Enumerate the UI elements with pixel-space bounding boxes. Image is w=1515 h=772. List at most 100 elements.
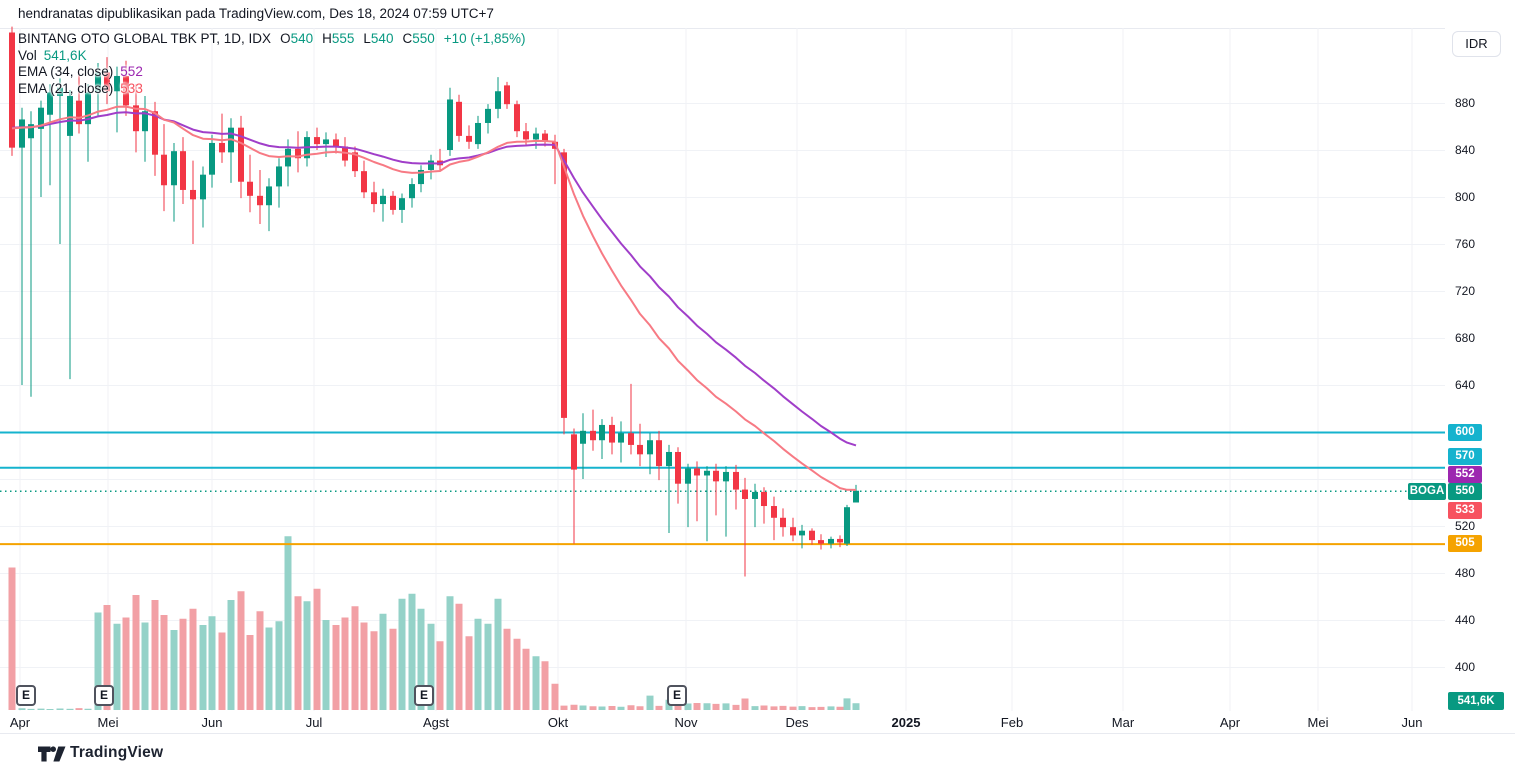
candle-body bbox=[447, 99, 453, 150]
candle-body bbox=[590, 430, 596, 441]
volume-bar bbox=[37, 708, 45, 710]
price-tick-label: 880 bbox=[1455, 96, 1476, 110]
volume-bar bbox=[712, 703, 720, 710]
candle-body bbox=[238, 127, 244, 182]
volume-bar bbox=[541, 661, 549, 710]
ema-34-line bbox=[11, 111, 857, 447]
volume-bar bbox=[703, 703, 711, 710]
candle-body bbox=[713, 470, 719, 482]
volume-bar bbox=[560, 705, 568, 710]
candle-body bbox=[761, 491, 767, 507]
candle-body bbox=[723, 471, 729, 482]
month-label-Apr[interactable]: Apr bbox=[9, 715, 31, 730]
candle-body bbox=[647, 440, 653, 455]
month-label-Jun[interactable]: Jun bbox=[201, 715, 223, 730]
volume-bar bbox=[75, 708, 83, 710]
candle-body bbox=[542, 133, 548, 142]
ema21-value: 533 bbox=[120, 80, 143, 96]
volume-bar bbox=[332, 625, 340, 710]
currency-button[interactable]: IDR bbox=[1452, 31, 1501, 57]
earnings-marker[interactable]: E bbox=[414, 685, 434, 706]
legend-volume-row[interactable]: Vol 541,6K bbox=[18, 48, 526, 65]
candle-body bbox=[67, 95, 73, 136]
candle-body bbox=[323, 139, 329, 145]
volume-bar bbox=[693, 703, 701, 710]
candle-body bbox=[9, 32, 15, 148]
volume-bar bbox=[103, 605, 111, 710]
price-tick-label: 400 bbox=[1455, 660, 1476, 674]
earnings-marker[interactable]: E bbox=[94, 685, 114, 706]
volume-bar bbox=[627, 705, 635, 710]
volume-bar bbox=[370, 631, 378, 710]
candle-body bbox=[809, 530, 815, 541]
month-label-Agst[interactable]: Agst bbox=[422, 715, 450, 730]
ohlc-field-label: C bbox=[402, 31, 413, 46]
candle-body bbox=[428, 160, 434, 170]
price-axis[interactable]: 880 840 800 760 720 680 640 520 480 440 400 600 570 5… bbox=[1408, 28, 1515, 711]
month-label-2025[interactable]: 2025 bbox=[891, 715, 921, 730]
candle-body bbox=[656, 440, 662, 467]
volume-bar bbox=[617, 706, 625, 710]
legend-ema34-row[interactable]: EMA (34, close) 552 bbox=[18, 64, 526, 81]
ema21-label: EMA (21, close) bbox=[18, 80, 114, 96]
volume-label: Vol bbox=[18, 47, 37, 63]
candle-body bbox=[161, 154, 167, 186]
candle-body bbox=[247, 181, 253, 196]
volume-bar bbox=[199, 625, 207, 710]
candle-body bbox=[666, 451, 672, 467]
month-label-Mar[interactable]: Mar bbox=[1111, 715, 1135, 730]
volume-bar bbox=[608, 706, 616, 710]
volume-bar bbox=[284, 536, 292, 710]
candle-body bbox=[19, 119, 25, 148]
month-label-Apr[interactable]: Apr bbox=[1219, 715, 1241, 730]
month-label-Des[interactable]: Des bbox=[785, 715, 809, 730]
time-axis[interactable]: Apr Mei Jun Jul Agst Okt Nov Des 2025 Feb Mar Apr Me… bbox=[0, 711, 1515, 733]
month-label-Feb[interactable]: Feb bbox=[1000, 715, 1024, 730]
month-label-Nov[interactable]: Nov bbox=[674, 715, 698, 730]
earnings-marker[interactable]: E bbox=[667, 685, 687, 706]
month-label-Okt[interactable]: Okt bbox=[547, 715, 569, 730]
volume-bar bbox=[843, 698, 851, 710]
month-label-Jun[interactable]: Jun bbox=[1401, 715, 1423, 730]
volume-bar bbox=[141, 622, 149, 710]
ohlc-field-value: 540 bbox=[370, 31, 394, 46]
price-chart-canvas[interactable] bbox=[0, 0, 1445, 711]
volume-bar bbox=[66, 708, 74, 710]
volume-bar bbox=[265, 627, 273, 710]
volume-bar bbox=[436, 641, 444, 710]
month-label-Mei[interactable]: Mei bbox=[97, 715, 119, 730]
volume-bar bbox=[798, 706, 806, 710]
volume-bar bbox=[455, 603, 463, 710]
volume-bar bbox=[674, 702, 682, 710]
tradingview-brand-name[interactable]: TradingView bbox=[70, 744, 164, 761]
candle-body bbox=[752, 491, 758, 499]
volume-bar bbox=[218, 632, 226, 710]
volume-bar bbox=[84, 708, 92, 710]
volume-bar bbox=[484, 623, 492, 710]
candle-body bbox=[495, 91, 501, 109]
volume-bar bbox=[313, 588, 321, 710]
candle-body bbox=[828, 538, 834, 544]
earnings-marker[interactable]: E bbox=[16, 685, 36, 706]
volume-bar bbox=[398, 598, 406, 710]
ohlc-field-value: 555 bbox=[331, 31, 355, 46]
candle-body bbox=[780, 517, 786, 528]
publish-attribution-text: hendranatas dipublikasikan pada TradingV… bbox=[18, 6, 494, 21]
price-tick-label: 760 bbox=[1455, 237, 1476, 251]
candle-body bbox=[580, 430, 586, 444]
volume-bar bbox=[160, 615, 168, 710]
month-label-Jul[interactable]: Jul bbox=[305, 715, 323, 730]
candle-body bbox=[361, 171, 367, 193]
candle-body bbox=[799, 530, 805, 536]
tradingview-logo-icon[interactable] bbox=[38, 745, 66, 763]
legend-symbol-row[interactable]: BINTANG OTO GLOBAL TBK PT, 1D, IDX O540 H5… bbox=[18, 31, 526, 48]
volume-bar bbox=[808, 707, 816, 710]
candle-body bbox=[76, 100, 82, 125]
volume-bar bbox=[570, 704, 578, 710]
month-label-Mei[interactable]: Mei bbox=[1307, 715, 1329, 730]
volume-bar bbox=[579, 705, 587, 710]
volume-bar bbox=[789, 706, 797, 710]
symbol-title[interactable]: BINTANG OTO GLOBAL TBK PT, 1D, IDX bbox=[18, 31, 272, 46]
legend-ema21-row[interactable]: EMA (21, close) 533 bbox=[18, 81, 526, 98]
symbol-tag-badge: BOGA bbox=[1408, 482, 1446, 500]
